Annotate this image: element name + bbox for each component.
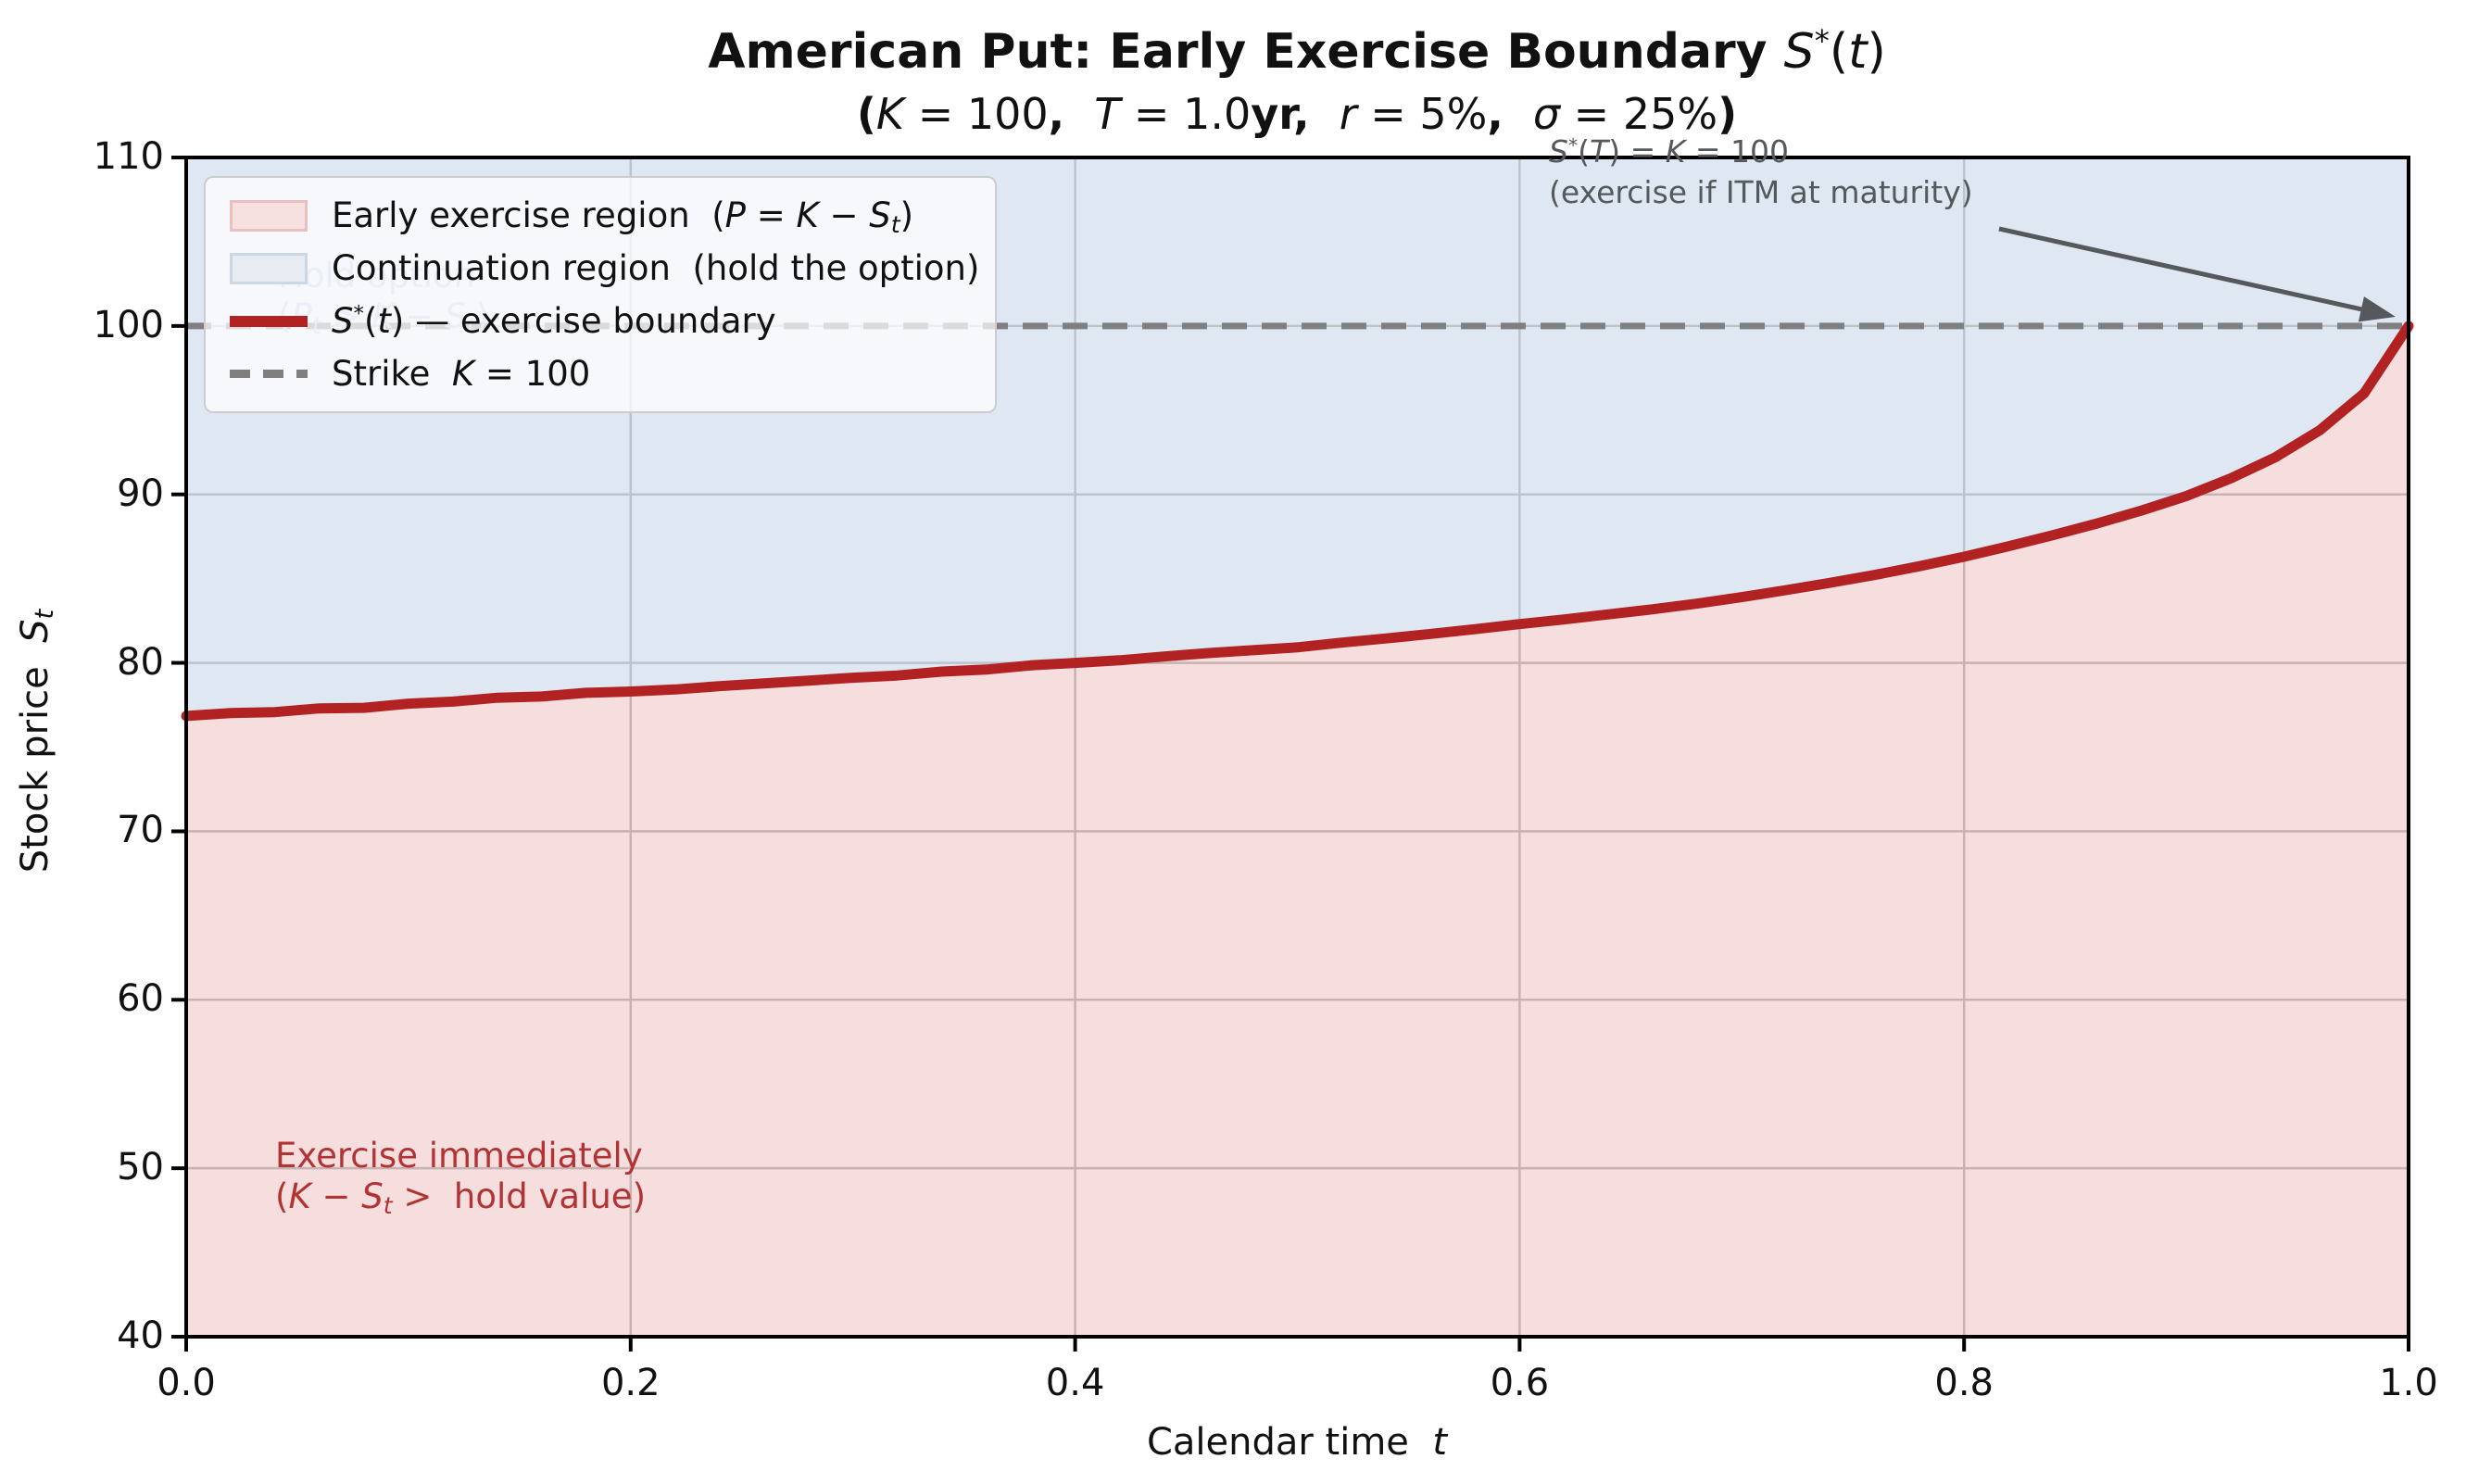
legend-item-early-exercise: Early exercise region (P = K − St) (230, 189, 976, 242)
legend-item-boundary: S*(t) — exercise boundary (230, 295, 976, 347)
blue-patch-swatch (230, 252, 308, 284)
maturity-annotation-line2: (exercise if ITM at maturity) (1549, 174, 1973, 210)
y-tick-label: 90 (117, 472, 164, 515)
exercise-note-line2: (K − St > hold value) (275, 1176, 647, 1219)
legend-label: Strike K = 100 (332, 354, 591, 394)
y-tick-label: 100 (93, 303, 164, 346)
maturity-annotation: S*(T) = K = 100 (exercise if ITM at matu… (1549, 133, 1973, 211)
y-tick-label: 70 (117, 809, 164, 852)
early-exercise-region-fill (186, 325, 2409, 1337)
exercise-immediately-note: Exercise immediately (K − St > hold valu… (275, 1136, 646, 1221)
x-tick-label: 0.8 (1934, 1362, 1994, 1404)
y-tick-label: 110 (93, 135, 164, 179)
legend-label: Continuation region (hold the option) (332, 248, 980, 288)
x-tick-label: 0.4 (1045, 1362, 1105, 1404)
y-tick-label: 80 (117, 640, 164, 684)
exercise-note-line1: Exercise immediately (275, 1136, 643, 1176)
gray-dash-swatch (230, 370, 308, 378)
legend-label: S*(t) — exercise boundary (332, 301, 776, 341)
legend-item-strike: Strike K = 100 (230, 347, 976, 400)
y-tick-label: 50 (117, 1146, 164, 1189)
chart-subtitle: (K = 100, T = 1.0yr, r = 5%, σ = 25%) (856, 89, 1738, 139)
maturity-annotation-line1: S*(T) = K = 100 (1549, 133, 1789, 170)
x-tick-label: 1.0 (2379, 1362, 2438, 1404)
x-axis-label: Calendar time t (1146, 1421, 1448, 1464)
exercise-boundary-line (181, 321, 2414, 722)
x-tick-label: 0.2 (600, 1362, 661, 1404)
annotation-arrow-shaft (1998, 226, 2362, 312)
pink-patch-swatch (230, 199, 308, 232)
legend-label: Early exercise region (P = K − St) (332, 195, 914, 238)
chart-title: American Put: Early Exercise Boundary S*… (708, 23, 1886, 80)
legend: Early exercise region (P = K − St) Conti… (204, 176, 997, 413)
y-tick-label: 40 (117, 1314, 164, 1358)
red-line-swatch (230, 315, 308, 327)
axes-spines (184, 156, 2410, 1339)
x-tick-label: 0.0 (157, 1362, 216, 1404)
legend-item-continuation: Continuation region (hold the option) (230, 242, 980, 295)
y-tick-label: 60 (117, 977, 164, 1021)
x-tick-label: 0.6 (1490, 1362, 1550, 1404)
annotation-arrow-head (2358, 296, 2396, 322)
